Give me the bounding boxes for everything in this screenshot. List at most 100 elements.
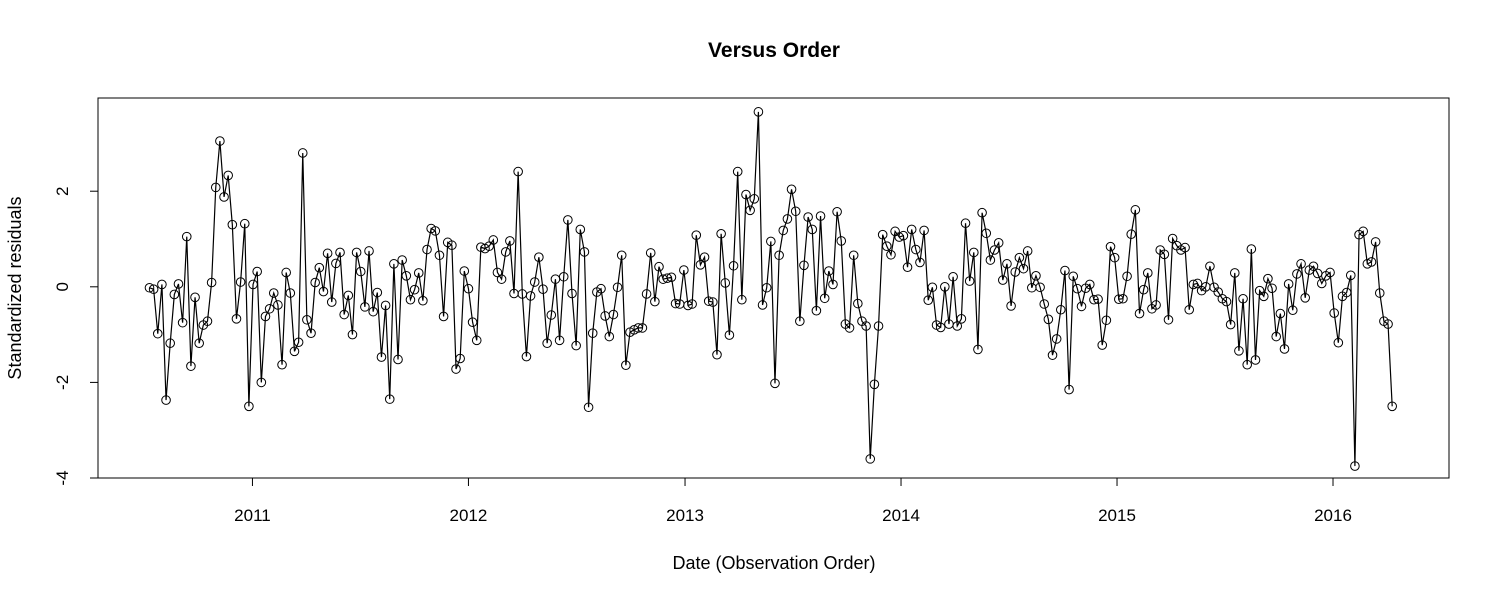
data-point [1039,299,1050,309]
data-point [877,229,888,240]
data-point [297,148,308,158]
data-point [231,314,242,324]
data-point [654,261,664,272]
data-point [691,230,702,240]
data-point [1221,296,1232,307]
data-point [206,277,217,288]
data-point [778,225,789,236]
chart-title: Versus Order [708,39,840,62]
data-point [1267,283,1277,294]
data-point [886,249,896,260]
data-point [749,194,760,204]
data-point [1225,319,1236,330]
data-point [1383,319,1393,329]
data-point [1167,233,1178,244]
data-point [1184,304,1195,315]
data-point [699,252,710,262]
data-point [1258,291,1269,302]
data-point [1329,308,1339,318]
data-point [969,247,979,258]
data-point [173,279,184,289]
data-point [993,238,1004,248]
data-point [538,284,548,294]
data-point [148,284,159,294]
data-point [1358,226,1368,237]
data-point [828,279,838,290]
x-tick-label: 2016 [1314,506,1352,525]
data-point [567,288,577,299]
data-point [248,279,258,290]
data-point [331,258,341,269]
data-point [989,245,1000,255]
data-point [587,328,598,338]
x-tick-label: 2012 [450,506,488,525]
data-point [351,247,362,258]
data-point [467,317,478,327]
data-point [815,211,826,221]
data-point [347,329,358,340]
data-point [621,360,631,370]
data-point [998,275,1008,285]
data-point [306,328,316,338]
data-point [1068,271,1079,282]
data-point [873,321,884,331]
data-point [384,394,395,404]
data-point [430,226,441,236]
data-point [542,338,552,349]
data-point [339,309,349,320]
x-tick-label: 2015 [1098,506,1136,525]
data-point [757,300,768,310]
data-point [219,192,229,202]
data-point [152,328,163,339]
x-axis-label: Date (Observation Order) [672,553,875,573]
data-point [1229,268,1240,278]
x-axis: 2011 2012 2013 2014 2015 2016 [234,477,1352,525]
data-point [447,240,457,251]
y-axis: -4 -2 0 2 [53,186,99,486]
data-point [397,255,407,265]
data-point [534,252,544,262]
data-point [393,354,403,365]
data-point [985,255,996,265]
data-point [1374,288,1385,298]
data-point [401,271,412,281]
data-point [525,291,536,301]
y-tick-label: 0 [53,282,72,291]
data-point [157,279,167,290]
data-point [720,278,731,288]
data-point [1205,261,1215,272]
data-point [302,314,312,325]
data-point [244,401,254,412]
data-point [732,166,743,177]
data-point [807,224,818,235]
data-point [1105,241,1116,252]
data-point [935,322,946,333]
data-point [554,335,565,346]
data-point [902,262,913,273]
data-point [724,330,735,340]
data-point [1287,305,1298,316]
data-point [1366,257,1377,267]
data-point [409,284,420,295]
data-point [1060,265,1070,276]
data-point [848,250,859,261]
data-point [1076,301,1087,312]
data-point [405,294,416,305]
data-point [579,247,590,257]
data-point [165,338,175,349]
data-point [1300,293,1310,303]
data-point [853,298,863,309]
data-point [964,276,975,286]
data-point [1022,246,1033,256]
data-point [1345,270,1356,281]
plot-frame [97,97,1450,479]
data-point [1159,249,1170,260]
data-point [1118,293,1128,304]
data-point [488,235,499,245]
data-point [861,321,871,331]
data-point [372,287,383,298]
data-point [434,250,445,261]
data-point [513,166,523,177]
data-point [505,236,515,246]
